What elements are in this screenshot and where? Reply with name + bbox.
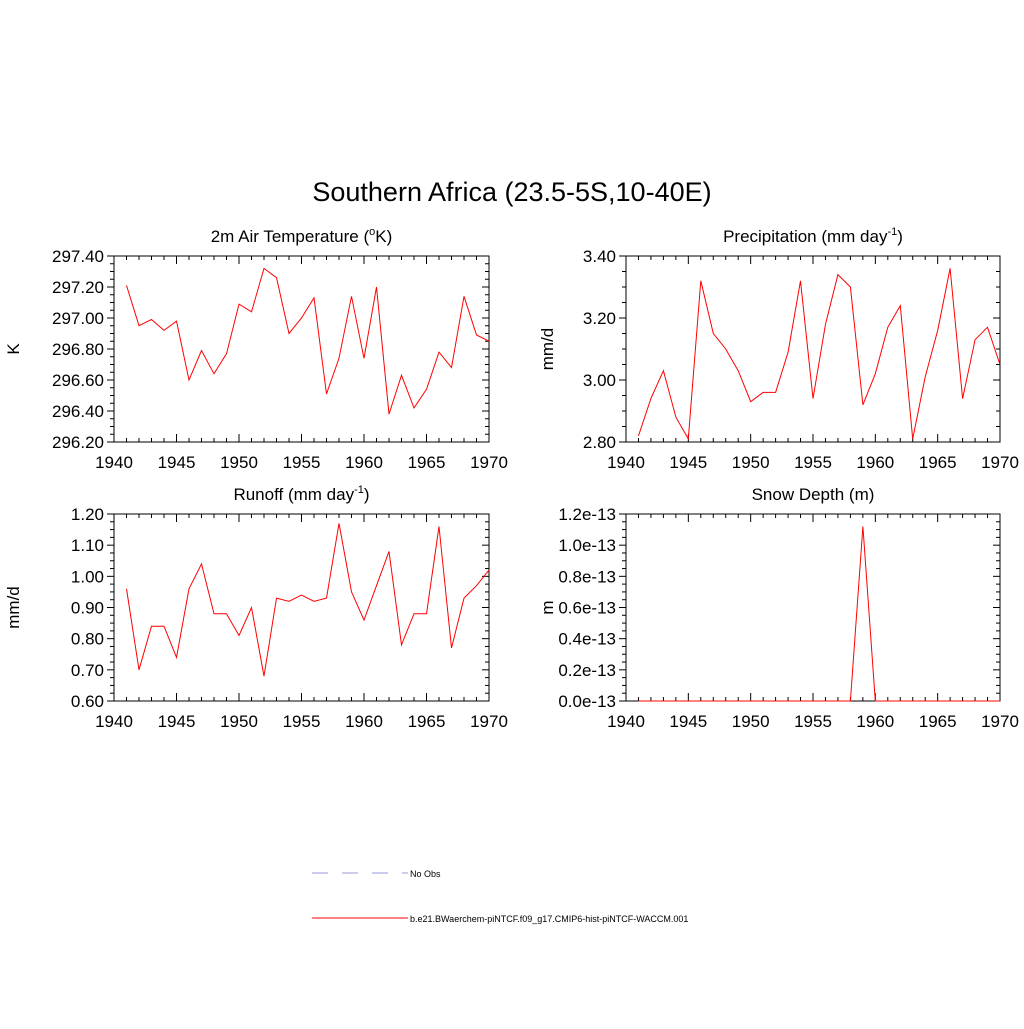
y-tick-label: 0.4e-13: [558, 630, 616, 649]
x-tick-label: 1965: [408, 453, 446, 472]
y-tick-label: 3.00: [583, 371, 616, 390]
x-tick-label: 1965: [408, 712, 446, 731]
legend-model-label: b.e21.BWaerchem-piNTCF.f09_g17.CMIP6-his…: [410, 914, 688, 924]
x-tick-label: 1945: [158, 712, 196, 731]
x-tick-label: 1970: [981, 712, 1019, 731]
x-tick-label: 1970: [981, 453, 1019, 472]
plot-frame: [113, 255, 490, 443]
y-tick-label: 0.2e-13: [558, 661, 616, 680]
x-tick-label: 1955: [794, 453, 832, 472]
x-tick-label: 1955: [794, 712, 832, 731]
x-tick-label: 1945: [158, 453, 196, 472]
legend: No Obs b.e21.BWaerchem-piNTCF.f09_g17.CM…: [312, 869, 688, 924]
y-tick-label: 296.60: [52, 371, 104, 390]
y-tick-label: 296.40: [52, 402, 104, 421]
x-tick-label: 1950: [732, 712, 770, 731]
y-tick-label: 3.40: [583, 247, 616, 266]
x-tick-label: 1945: [669, 453, 707, 472]
panel-1: 1940 1945 1950 1955 1960 1965 1970 296.20 296.40…: [4, 226, 508, 472]
x-tick-label: 1960: [345, 712, 383, 731]
figure-title: Southern Africa (23.5-5S,10-40E): [312, 177, 711, 207]
legend-obs-label: No Obs: [410, 869, 441, 879]
x-tick-label: 1940: [95, 712, 133, 731]
y-tick-label: 297.20: [52, 278, 104, 297]
y-tick-label: 0.8e-13: [558, 567, 616, 586]
y-tick-label: 1.10: [71, 536, 104, 555]
y-tick-label: 297.40: [52, 247, 104, 266]
x-tick-label: 1950: [220, 712, 258, 731]
x-tick-label: 1960: [856, 712, 894, 731]
panel-title: Snow Depth (m): [752, 485, 875, 504]
x-tick-label: 1940: [607, 453, 645, 472]
y-tick-label: 297.00: [52, 309, 104, 328]
panel-2: 1940 1945 1950 1955 1960 1965 1970 2.80 3.00 3.20…: [538, 226, 1019, 472]
x-tick-label: 1955: [283, 453, 321, 472]
y-axis-label: mm/d: [4, 586, 23, 629]
y-tick-label: 296.20: [52, 433, 104, 452]
panel-title: 2m Air Temperature (oK): [211, 226, 393, 246]
series-line: [126, 267, 490, 415]
x-tick-label: 1970: [470, 453, 508, 472]
y-tick-label: 0.6e-13: [558, 599, 616, 618]
y-tick-label: 1.0e-13: [558, 536, 616, 555]
series-line: [126, 523, 490, 677]
y-tick-label: 2.80: [583, 433, 616, 452]
y-tick-label: 3.20: [583, 309, 616, 328]
x-tick-label: 1955: [283, 712, 321, 731]
y-tick-label: 1.2e-13: [558, 505, 616, 524]
panel-4: 1940 1945 1950 1955 1960 1965 1970 0.0e-13 0.2e-…: [538, 485, 1019, 731]
x-tick-label: 1970: [470, 712, 508, 731]
x-tick-label: 1950: [732, 453, 770, 472]
y-tick-label: 296.80: [52, 340, 104, 359]
plot-frame: [625, 255, 1001, 443]
x-tick-label: 1940: [607, 712, 645, 731]
x-tick-label: 1960: [856, 453, 894, 472]
y-axis-label: mm/d: [538, 328, 557, 371]
y-tick-label: 1.00: [71, 567, 104, 586]
panels: 1940 1945 1950 1955 1960 1965 1970 296.20 296.40…: [4, 226, 1019, 731]
x-tick-label: 1965: [919, 453, 957, 472]
panel-3: 1940 1945 1950 1955 1960 1965 1970 0.60 0.70 0.80…: [4, 484, 508, 731]
x-tick-label: 1960: [345, 453, 383, 472]
y-tick-label: 0.70: [71, 661, 104, 680]
y-tick-label: 0.0e-13: [558, 692, 616, 711]
plot-frame: [625, 513, 1001, 702]
panel-title: Precipitation (mm day-1): [723, 226, 903, 246]
y-tick-label: 1.20: [71, 505, 104, 524]
y-axis-label: K: [4, 343, 23, 355]
y-axis-label: m: [538, 600, 557, 614]
y-tick-label: 0.60: [71, 692, 104, 711]
x-tick-label: 1940: [95, 453, 133, 472]
plot-frame: [113, 513, 490, 702]
x-tick-label: 1965: [919, 712, 957, 731]
series-line: [638, 526, 1000, 702]
panel-title: Runoff (mm day-1): [233, 484, 369, 504]
series-line: [638, 268, 1001, 441]
x-tick-label: 1945: [669, 712, 707, 731]
y-tick-label: 0.80: [71, 630, 104, 649]
y-tick-label: 0.90: [71, 599, 104, 618]
x-tick-label: 1950: [220, 453, 258, 472]
